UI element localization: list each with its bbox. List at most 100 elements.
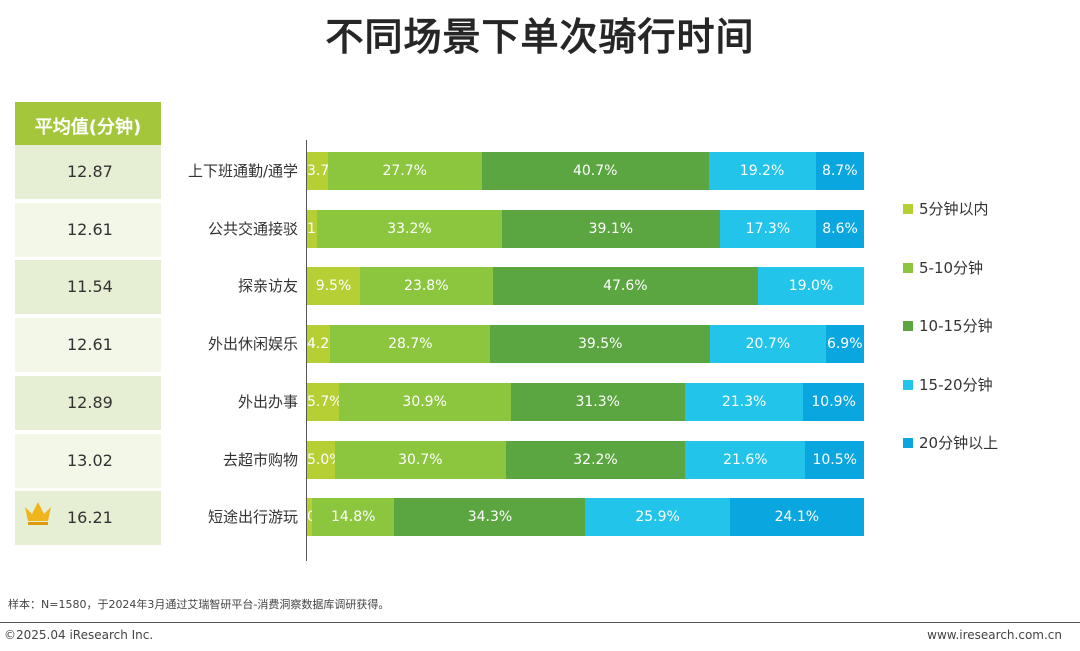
stacked-bar: 3.7% 27.7% 40.7% 19.2% 8.7% [307, 152, 864, 190]
bar-segment: 8.7% [815, 152, 864, 190]
bar-segment: 8.6% [816, 209, 864, 248]
data-label: 5.7% [307, 393, 343, 410]
bar-segment: 32.2% [505, 440, 686, 479]
average-value-cell: 12.89 [15, 375, 161, 430]
bar-segment: 4.2% [307, 325, 343, 364]
data-label: 20.7% [745, 336, 791, 353]
footer-divider [0, 622, 1080, 623]
bar-segment: 27.7% [327, 152, 482, 190]
stacked-bar: 5.0% 30.7% 32.2% 21.6% 10.5% [307, 440, 864, 479]
data-label: 47.6% [603, 278, 648, 295]
category-label: 外出休闲娱乐 [207, 335, 298, 354]
footer-website: www.iresearch.com.cn [927, 628, 1062, 642]
legend-swatch [903, 204, 913, 214]
category-label: 外出办事 [237, 392, 298, 411]
data-label: 21.6% [723, 451, 768, 468]
data-label: 9.5% [315, 278, 352, 295]
data-label: 10.5% [812, 451, 857, 468]
bar-segment: 30.7% [334, 440, 506, 479]
bar-segment: 47.6% [492, 267, 759, 306]
bar-segment: 19.0% [758, 267, 864, 306]
bar-segment: 33.2% [317, 209, 502, 248]
bar-segment: 19.2% [708, 152, 816, 190]
data-label: 8.6% [822, 220, 858, 237]
data-label: 40.7% [572, 163, 618, 179]
data-label: 39.1% [588, 220, 634, 237]
data-label: 39.5% [577, 336, 623, 353]
average-value: 12.61 [67, 219, 113, 239]
data-label: 23.8% [404, 278, 449, 295]
stacked-bar: 5.7% 30.9% 31.3% 21.3% 10.9% [307, 382, 864, 421]
legend-label: 10-15分钟 [919, 317, 993, 335]
data-label: 30.7% [398, 451, 443, 468]
data-label: 21.3% [721, 393, 767, 410]
data-label: 30.9% [402, 393, 447, 410]
bar-segment: 20.7% [710, 325, 826, 364]
data-label: 31.3% [575, 393, 620, 410]
average-value-cell: 13.02 [15, 433, 161, 488]
bar-segment: 17.3% [719, 209, 817, 248]
data-label: 19.0% [788, 278, 834, 295]
average-value: 11.54 [67, 277, 113, 297]
bar-segment: 5.7% [307, 382, 343, 421]
stacked-bar: 9.5% 23.8% 47.6% 19.0% [307, 267, 864, 306]
data-label: 24.1% [774, 509, 820, 526]
average-panel: 平均值(分钟) 12.87 12.61 11.54 12.61 12.89 13.02 16… [15, 102, 161, 546]
legend-label: 15-20分钟 [919, 375, 993, 394]
data-label: 33.2% [387, 220, 432, 237]
average-value-cell: 11.54 [15, 260, 161, 315]
bar-segment: 28.7% [330, 325, 491, 364]
average-value-cell: 12.87 [15, 145, 161, 199]
category-label: 上下班通勤/通学 [187, 162, 298, 180]
data-label: 6.9% [826, 336, 863, 353]
bar-segment: 34.3% [394, 498, 586, 537]
average-value-cell: 12.61 [15, 202, 161, 257]
data-label: 10.9% [811, 393, 856, 410]
sample-note: 样本：N=1580，于2024年3月通过艾瑞智研平台-消费洞察数据库调研获得。 [8, 598, 390, 611]
bar-segment: 6.9% [825, 325, 864, 364]
bar-segment: 39.5% [490, 325, 711, 364]
data-label: 28.7% [388, 336, 433, 353]
category-label: 探亲访友 [237, 277, 298, 296]
legend-swatch [903, 262, 913, 273]
category-axis-line [306, 140, 307, 561]
bar-segment: 10.9% [803, 382, 864, 421]
bar-segment: 5.0% [307, 440, 343, 479]
bar-segment: 39.1% [501, 209, 720, 248]
average-value: 12.87 [67, 162, 113, 181]
bar-segment: 21.3% [684, 382, 804, 421]
bar-segment: 21.6% [685, 440, 806, 479]
data-label: 8.7% [821, 163, 858, 179]
legend-label: 20分钟以上 [919, 434, 999, 452]
bar-segment: 14.8% [312, 498, 395, 537]
data-label: 32.2% [573, 451, 618, 468]
legend-swatch [903, 321, 913, 331]
bar-segment: 10.5% [805, 440, 864, 479]
bar-segment: 3.7% [307, 152, 343, 190]
category-label: 去超市购物 [222, 450, 298, 469]
crown-icon [25, 502, 51, 526]
bar-segment: 9.5% [307, 267, 360, 306]
data-label: 25.9% [635, 509, 680, 526]
legend-label: 5分钟以内 [919, 200, 989, 218]
data-label: 27.7% [382, 163, 427, 179]
bar-segment: 30.9% [338, 382, 511, 421]
average-value: 12.89 [67, 392, 113, 412]
average-value-cell: 12.61 [15, 318, 161, 373]
data-label: 17.3% [745, 220, 791, 237]
bar-segment: 23.8% [359, 267, 493, 306]
average-value: 16.21 [67, 508, 113, 528]
average-value: 13.02 [67, 450, 113, 470]
average-value: 12.61 [67, 335, 113, 355]
bar-segment: 24.1% [729, 498, 864, 537]
stacked-bar: 4.2% 28.7% 39.5% 20.7% 6.9% [307, 325, 864, 364]
data-label: 34.3% [467, 509, 513, 526]
legend-label: 5-10分钟 [919, 258, 984, 277]
chart-title: 不同场景下单次骑行时间 [325, 15, 755, 59]
bar-segment: 31.3% [510, 382, 685, 421]
footer-copyright: ©2025.04 iResearch Inc. [4, 628, 154, 642]
data-label: 5.0% [307, 451, 343, 468]
data-label: 19.2% [739, 163, 785, 179]
stacked-bar: 1.8% 33.2% 39.1% 17.3% 8.6% [307, 209, 864, 248]
bar-segment: 40.7% [481, 152, 709, 190]
